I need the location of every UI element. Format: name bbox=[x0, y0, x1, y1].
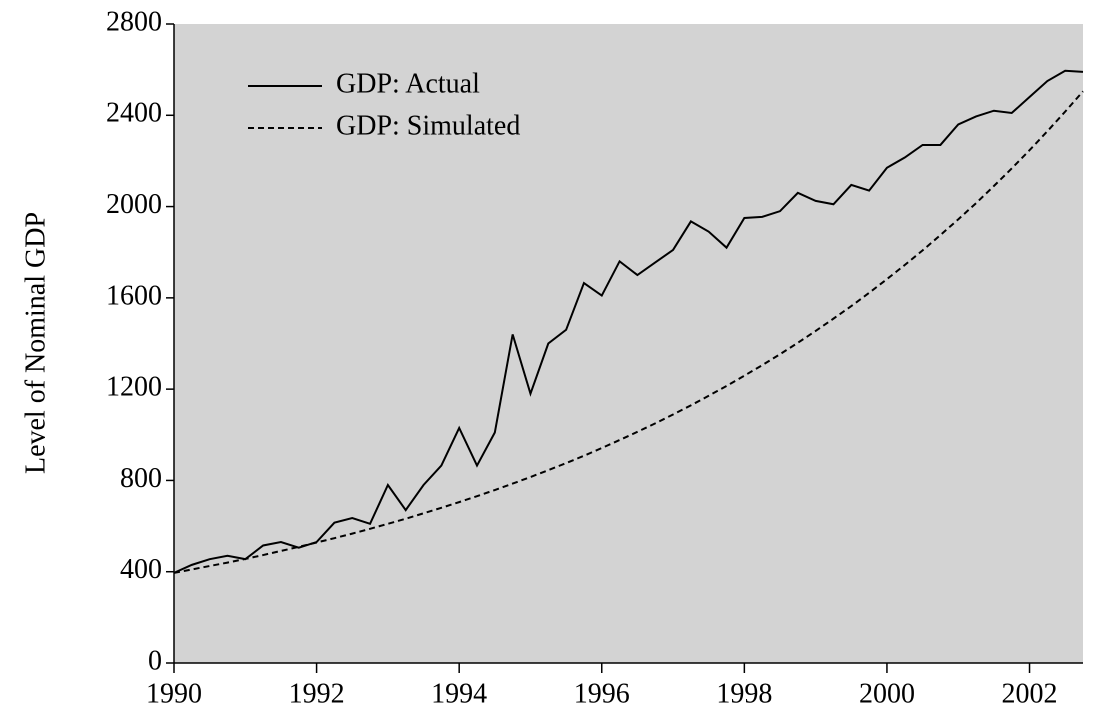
x-tick-label: 2002 bbox=[1002, 678, 1058, 709]
series-line bbox=[173, 69, 1084, 574]
x-tick-label: 1994 bbox=[431, 678, 487, 709]
y-tick-label: 2000 bbox=[106, 189, 162, 220]
y-tick-label: 2800 bbox=[106, 6, 162, 37]
x-tick-label: 2000 bbox=[859, 678, 915, 709]
y-tick-label: 2400 bbox=[106, 98, 162, 129]
y-tick-label: 800 bbox=[120, 463, 162, 494]
y-tick-label: 1600 bbox=[106, 280, 162, 311]
x-tick-label: 1996 bbox=[574, 678, 630, 709]
series-line bbox=[173, 90, 1084, 574]
y-tick-label: 0 bbox=[148, 645, 162, 676]
y-tick-label: 1200 bbox=[106, 372, 162, 403]
legend-label: GDP: Actual bbox=[336, 68, 480, 99]
y-tick-label: 400 bbox=[120, 554, 162, 585]
x-tick-label: 1992 bbox=[289, 678, 345, 709]
x-tick-label: 1990 bbox=[146, 678, 202, 709]
y-axis-label: Level of Nominal GDP bbox=[20, 212, 51, 474]
legend-label: GDP: Simulated bbox=[336, 110, 520, 141]
plot-area bbox=[174, 24, 1083, 663]
x-tick-label: 1998 bbox=[716, 678, 772, 709]
